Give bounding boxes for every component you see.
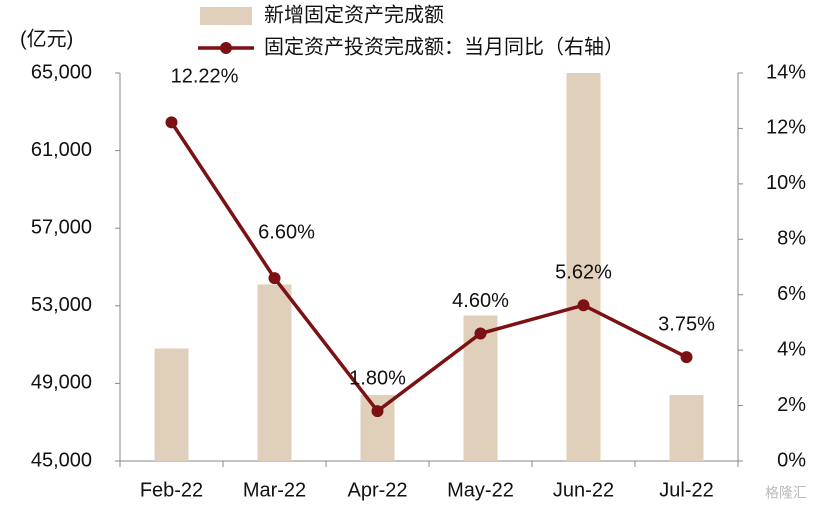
y-tick-label: 49,000 (31, 372, 92, 394)
bar (463, 315, 498, 461)
legend-label: 固定资产投资完成额：当月同比（右轴） (264, 35, 624, 58)
watermark: 格隆汇 (765, 485, 807, 501)
line-point (577, 299, 590, 312)
unit-label: (亿元) (20, 27, 73, 50)
y-tick-label: 61,000 (31, 139, 92, 161)
data-label: 1.80% (349, 367, 406, 389)
y2-tick-label: 10% (766, 172, 806, 194)
y2-tick-label: 6% (777, 283, 806, 305)
x-tick-label: Jul-22 (659, 479, 713, 501)
line-point (680, 351, 693, 364)
y-tick-label: 53,000 (31, 294, 92, 316)
y2-tick-label: 12% (766, 117, 806, 139)
y2-tick-label: 14% (766, 61, 806, 83)
line-point (371, 405, 384, 418)
x-tick-label: Jun-22 (553, 479, 614, 501)
line (170, 121, 688, 414)
legend-label: 新增固定资产完成额 (264, 3, 444, 26)
line-point (165, 116, 178, 129)
y2-tick-label: 0% (777, 449, 806, 471)
line-point (474, 327, 487, 340)
x-tick-label: Apr-22 (347, 479, 407, 501)
x-tick-label: Mar-22 (243, 479, 306, 501)
bar (360, 395, 395, 461)
legend-swatch (200, 7, 252, 25)
data-label: 3.75% (658, 313, 715, 335)
y-tick-label: 45,000 (31, 449, 92, 471)
bar (669, 395, 704, 461)
y-tick-label: 57,000 (31, 216, 92, 238)
y-tick-label: 65,000 (31, 61, 92, 83)
data-label: 6.60% (258, 221, 315, 243)
bar (566, 73, 601, 461)
data-label: 12.22% (171, 66, 239, 88)
y2-tick-label: 8% (777, 228, 806, 250)
bar (154, 348, 189, 461)
y2-tick-label: 4% (777, 338, 806, 360)
x-tick-label: May-22 (447, 479, 514, 501)
data-label: 5.62% (555, 262, 612, 284)
bar (257, 284, 292, 461)
legend-swatch (220, 42, 232, 54)
x-tick-label: Feb-22 (140, 479, 203, 501)
y2-tick-label: 2% (777, 394, 806, 416)
line-point (268, 272, 281, 285)
data-label: 4.60% (452, 290, 509, 312)
